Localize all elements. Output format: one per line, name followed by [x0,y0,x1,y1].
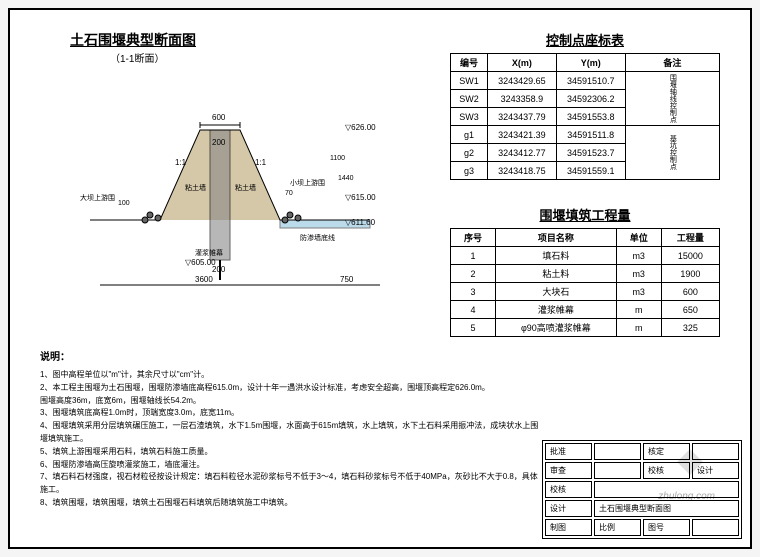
qh2: 单位 [616,229,661,247]
dim-top: 600 [212,113,226,122]
lbl-left: 大坝上游围 [80,193,115,202]
qty-title: 围堰填筑工程量 [450,205,720,224]
title-block: 批准核定 审查校核设计 校核 设计土石围堰典型断面图 制图比例图号 [542,440,742,539]
qh1: 项目名称 [496,229,617,247]
lbl-seal: 防渗墙底线 [300,233,335,242]
dim-h1: 1100 [330,155,345,162]
coord-table: 编号 X(m) Y(m) 备注 SW13243429.6534591510.7围… [450,53,720,180]
qty-table: 序号 项目名称 单位 工程量 1填石料m315000 2粘土料m31900 3大… [450,228,720,337]
note-item: 5、填筑上游围堰采用石料，填筑石料施工质量。 [40,446,540,459]
note-item: 围堰高度36m，底宽6m，围堰轴线长54.2m。 [40,395,540,408]
lbl-right: 小坝上游围 [290,178,325,187]
notes-block: 说明： 1、图中高程单位以"m"计，其余尺寸以"cm"计。 2、本工程主围堰为土… [40,350,540,510]
elev-bot: ▽605.00 [185,258,216,267]
dim-roff: 70 [285,190,293,197]
note-item: 3、围堰填筑底高程1.0m时，顶端宽度3.0m，底宽11m。 [40,407,540,420]
note-item: 6、围堰防渗墙高压旋喷灌浆施工，墙底灌注。 [40,459,540,472]
qh0: 序号 [451,229,496,247]
subtitle: （1-1断面） [110,50,164,65]
qh3: 工程量 [661,229,719,247]
slope-r: 1:1 [255,158,267,167]
ch3: 备注 [625,54,719,72]
table-row: SW13243429.6534591510.7围堰轴线控制点 [451,72,720,90]
note-item: 8、填筑围堰，填筑围堰，填筑土石围堰石料填筑后随填筑施工中填筑。 [40,497,540,510]
table-row: 1填石料m315000 [451,247,720,265]
qty-table-block: 围堰填筑工程量 序号 项目名称 单位 工程量 1填石料m315000 2粘土料m… [450,205,720,337]
ch1: X(m) [487,54,556,72]
note-item: 7、填石料石材强度，视石材粒径按设计规定：填石料粒径水泥砂浆标号不低于3～4，填… [40,471,540,497]
coord-title: 控制点座标表 [450,30,720,49]
ch2: Y(m) [556,54,625,72]
dim-ext: 750 [340,275,354,284]
lbl-grout: 灌浆帷幕 [195,248,223,257]
table-row: 4灌浆帷幕m650 [451,301,720,319]
table-row: 2粘土料m31900 [451,265,720,283]
lbl-cl: 粘土墙 [185,183,206,192]
lbl-cr: 粘土墙 [235,183,256,192]
notes-title: 说明： [40,350,540,366]
table-row: 3大块石m3600 [451,283,720,301]
note-item: 2、本工程主围堰为土石围堰，围堰防渗墙底高程615.0m，设计十年一遇洪水设计标… [40,382,540,395]
dim-total: 3600 [195,275,213,284]
dim-core: 200 [212,138,226,147]
table-row: g13243421.3934591511.8基坑控制点 [451,126,720,144]
cross-section-diagram: 600 200 3600 750 200 1:1 1:1 ▽626.00 ▽61… [40,70,420,290]
ch0: 编号 [451,54,488,72]
table-row: 5φ90高喷灌浆帷幕m325 [451,319,720,337]
main-title: 土石围堰典型断面图 [70,30,196,50]
dim-loff: 100 [118,200,130,207]
dim-h2: 1440 [338,175,354,182]
elev-w1: ▽615.00 [345,193,376,202]
elev-crest: ▽626.00 [345,123,376,132]
section-svg: 600 200 3600 750 200 1:1 1:1 ▽626.00 ▽61… [40,70,420,290]
qty-header-row: 序号 项目名称 单位 工程量 [451,229,720,247]
coord-header-row: 编号 X(m) Y(m) 备注 [451,54,720,72]
elev-bed: ▽611.60 [345,218,376,227]
slope-l: 1:1 [175,158,187,167]
note-item: 1、图中高程单位以"m"计，其余尺寸以"cm"计。 [40,369,540,382]
note-item: 4、围堰填筑采用分层填筑碾压施工，一层石渣填筑，水下1.5m围堰，水面高于615… [40,420,540,446]
coord-table-block: 控制点座标表 编号 X(m) Y(m) 备注 SW13243429.653459… [450,30,720,180]
drawing-frame: 土石围堰典型断面图 （1-1断面） 600 200 3600 750 200 1… [8,8,752,549]
